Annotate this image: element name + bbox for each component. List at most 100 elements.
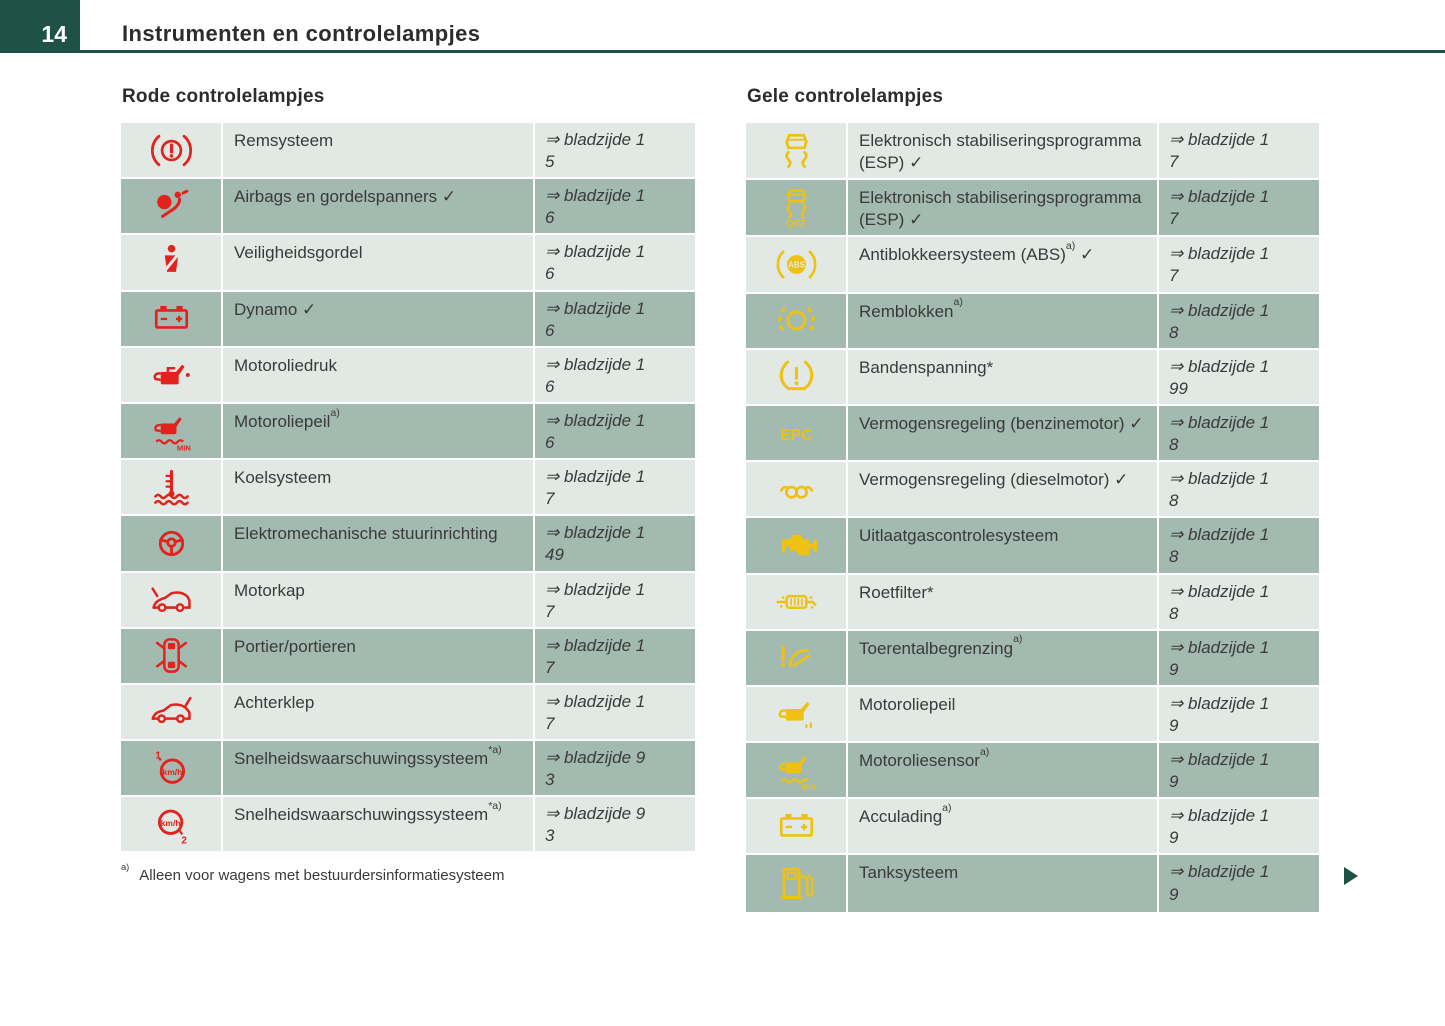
page-reference-line2: 8	[1169, 603, 1179, 623]
red-section-heading: Rode controlelampjes	[122, 86, 325, 107]
icon-cell	[121, 179, 221, 234]
table-row: Vermogensregeling (dieselmotor) ✓ ⇒ bladz…	[746, 462, 1319, 517]
footnote: a) Alleen voor wagens met bestuurdersinfo…	[121, 862, 695, 884]
page-reference-line1: ⇒ bladzijde 1	[545, 579, 646, 599]
warning-light-label: Elektromechanische stuurinrichting	[223, 516, 533, 571]
icon-cell	[121, 572, 221, 627]
page-reference-line2: 9	[1169, 715, 1179, 735]
page-reference-line1: ⇒ bladzijde 1	[1169, 581, 1270, 601]
icon-cell	[121, 516, 221, 571]
page-reference-line2: 7	[1169, 152, 1179, 172]
table-row: km/h 1 Snelheidswaarschuwingssysteem*a) ⇒ b…	[121, 741, 695, 796]
warning-light-label: Snelheidswaarschuwingssysteem*a)	[223, 797, 533, 852]
icon-cell	[746, 518, 846, 573]
footnote-reference: *a)	[488, 799, 502, 812]
warning-light-label: Motorkap	[223, 572, 533, 627]
check-mark: ✓	[297, 299, 317, 319]
page-reference-line1: ⇒ bladzijde 1	[1169, 525, 1270, 545]
battery-charge-icon	[775, 805, 818, 848]
page-number-box: 14	[0, 0, 80, 53]
warning-light-label: Motoroliepeila)	[223, 403, 533, 459]
page-reference-line1: ⇒ bladzijde 1	[1169, 244, 1270, 264]
table-row: Elektromechanische stuurinrichting ⇒ blad…	[121, 516, 695, 571]
warning-light-label: Portier/portieren	[223, 628, 533, 683]
page-reference-line1: ⇒ bladzijde 1	[1169, 187, 1270, 207]
page-reference-line1: ⇒ bladzijde 1	[545, 130, 646, 149]
red-warning-lights-section: Rode controlelampjes Remsysteem ⇒ bladzij…	[121, 86, 695, 884]
fuel-pump-icon	[775, 862, 818, 905]
footnote-marker: a)	[121, 862, 130, 873]
page-reference-line2: 9	[1169, 828, 1179, 848]
page-reference-line2: 8	[1169, 322, 1179, 342]
tailgate-open-icon	[150, 690, 193, 733]
page-reference-line1: ⇒ bladzijde 1	[545, 354, 646, 374]
icon-cell	[746, 799, 846, 854]
page-reference-link[interactable]: ⇒ bladzijde 1 49	[535, 516, 695, 571]
icon-cell	[746, 630, 846, 685]
warning-light-label: Snelheidswaarschuwingssysteem*a)	[223, 741, 533, 796]
page-reference-line2: 3	[545, 770, 555, 790]
epc-icon: EPC	[775, 412, 818, 455]
warning-light-label: Tanksysteem	[848, 855, 1157, 913]
page-reference-line1: ⇒ bladzijde 1	[1169, 637, 1270, 657]
oil-level-min-icon: MIN	[150, 410, 193, 453]
table-row: Bandenspanning* ⇒ bladzijde 1 99	[746, 349, 1319, 404]
svg-text:MIN: MIN	[801, 782, 815, 791]
warning-light-label: Motoroliesensora)	[848, 743, 1157, 798]
warning-light-label: Toerentalbegrenzinga)	[848, 630, 1157, 685]
header-rule	[0, 50, 1445, 53]
svg-text:km/h: km/h	[160, 818, 180, 828]
page-reference-line2: 6	[545, 376, 555, 396]
icon-cell: km/h 1	[121, 741, 221, 796]
icon-cell: MIN	[746, 743, 846, 798]
page-reference-line1: ⇒ bladzijde 1	[545, 467, 646, 487]
warning-light-label: Dynamo ✓	[223, 291, 533, 346]
page-reference-line1: ⇒ bladzijde 1	[1169, 693, 1270, 713]
page-reference-line2: 49	[545, 545, 564, 565]
page-reference-link[interactable]: ⇒ bladzijde 1 5	[535, 123, 695, 178]
footnote-reference: a)	[979, 745, 990, 758]
footnote-reference: *a)	[488, 743, 502, 756]
warning-light-label: Veiligheidsgordel	[223, 235, 533, 290]
particulate-filter-icon	[775, 580, 818, 623]
warning-light-label: Bandenspanning*	[848, 349, 1157, 404]
next-page-arrow[interactable]	[1344, 867, 1358, 885]
icon-cell	[121, 291, 221, 346]
footnote-reference: a)	[1013, 633, 1023, 646]
check-mark: ✓	[1109, 470, 1129, 490]
page-reference-line2: 8	[1169, 491, 1179, 511]
page-reference-link[interactable]: ⇒ bladzijde 1 99	[1159, 349, 1319, 404]
icon-cell	[746, 462, 846, 517]
svg-text:ABS: ABS	[788, 261, 806, 270]
page-reference-line2: 7	[545, 713, 555, 733]
oil-sensor-icon: MIN	[775, 749, 818, 792]
